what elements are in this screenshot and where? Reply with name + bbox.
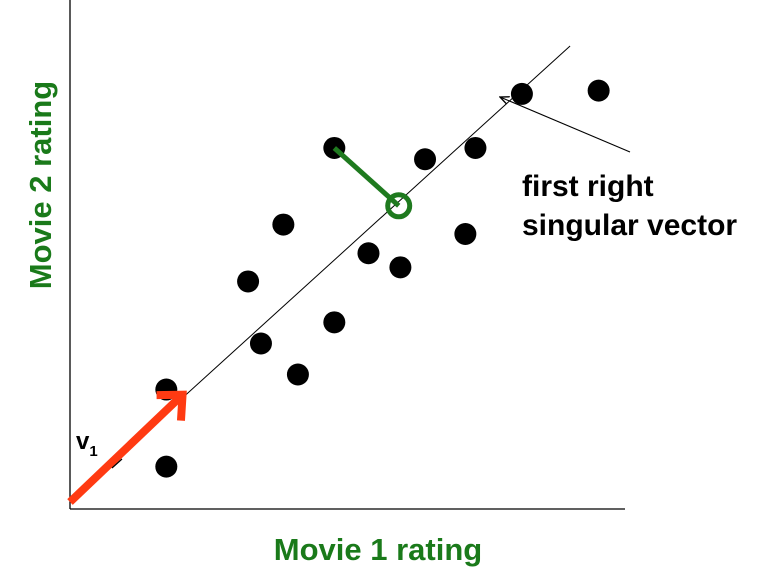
v1-label-name: v: [76, 428, 90, 455]
data-point: [357, 242, 380, 265]
data-point: [249, 332, 272, 355]
x-axis-label: Movie 1 rating: [274, 532, 482, 567]
data-point: [237, 270, 260, 293]
data-point: [464, 136, 487, 159]
annotation-arrow: [500, 97, 631, 153]
data-point: [323, 311, 346, 334]
v1-arrow-shaft: [67, 394, 183, 505]
data-point: [286, 363, 309, 386]
v1-label-pointer: [111, 458, 123, 469]
projection-foot-marker: [385, 192, 413, 220]
data-points: [155, 79, 610, 478]
annotation-singular-vector: singular vector: [522, 209, 737, 242]
data-point: [587, 79, 610, 102]
v1-vector-arrow: [67, 390, 187, 505]
data-point: [510, 82, 533, 105]
data-point: [272, 213, 295, 236]
y-axis-label: Movie 2 rating: [23, 81, 58, 289]
data-point: [414, 148, 437, 171]
v1-label-subscript: 1: [89, 443, 97, 460]
v1-label: v1: [76, 428, 98, 460]
data-point: [155, 455, 178, 478]
data-point: [454, 222, 477, 245]
v1-arrow-head: [156, 390, 187, 421]
annotation-first-right: first right: [522, 170, 654, 203]
projection-segment: [332, 146, 401, 208]
data-point: [389, 256, 412, 279]
